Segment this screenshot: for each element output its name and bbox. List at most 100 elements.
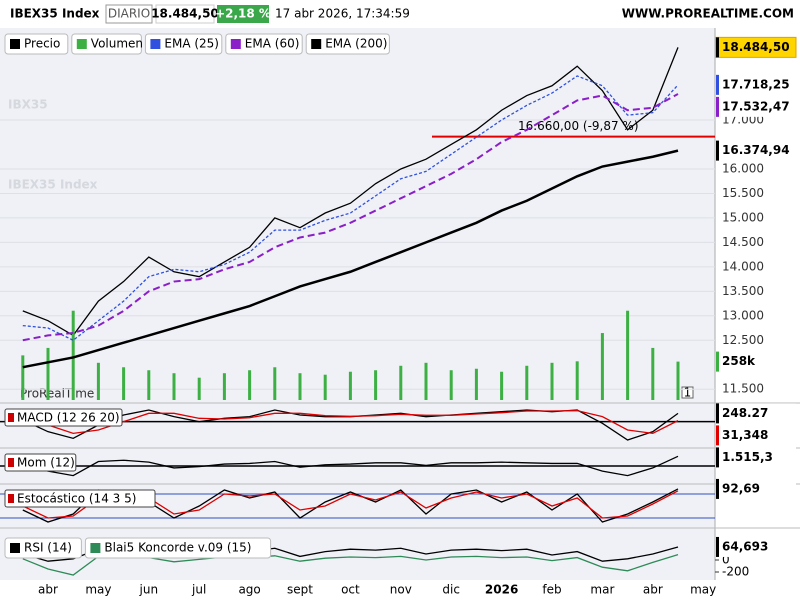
x-tick-label: oct [341, 583, 360, 597]
volume-bar [550, 362, 554, 400]
value-tag [716, 96, 796, 117]
series-line [22, 149, 679, 369]
series-line [22, 455, 679, 477]
volume-bar [273, 367, 277, 400]
watermark: IBX35 [8, 98, 48, 112]
value-tag [716, 403, 796, 424]
volume-bar [474, 368, 478, 400]
volume-bar [525, 365, 529, 400]
legend-box[interactable] [4, 537, 82, 559]
value-tag [716, 74, 796, 95]
value-tag [716, 351, 796, 372]
value-tag-label: 17.718,25 [722, 77, 790, 91]
y-tick-label: 11.500 [722, 382, 764, 396]
volume-bar [248, 370, 252, 400]
x-tick-label: 2026 [485, 583, 518, 597]
y-tick-label: 14.000 [722, 259, 764, 273]
x-tick-label: dic [442, 583, 460, 597]
series-line [22, 75, 679, 342]
value-tag-edge [716, 536, 719, 557]
panel-title: Estocástico (14 3 5) [17, 492, 136, 506]
panel-swatch [8, 413, 14, 422]
brand: ProRealTime [20, 387, 94, 401]
legend-swatch [150, 39, 161, 49]
value-tag-label: 248.27 [722, 406, 768, 420]
value-tag [716, 140, 796, 161]
value-tag-edge [716, 403, 719, 424]
x-tick-label: mar [590, 583, 614, 597]
legend-box[interactable] [4, 33, 69, 55]
panel-swatch [8, 458, 14, 467]
legend-box[interactable] [305, 33, 390, 55]
y-tick-label: 14.500 [722, 235, 764, 249]
value-tag-label: 1.515,3 [722, 450, 773, 464]
legend-label: EMA (200) [325, 37, 387, 51]
x-tick-label: may [690, 583, 716, 597]
legend-swatch [10, 543, 20, 553]
y-tick-label: 16.000 [722, 161, 764, 175]
value-tag-edge [716, 140, 719, 161]
y-tick-label: 15.500 [722, 186, 764, 200]
level-label: 16.660,00 (-9,87 %) [518, 119, 639, 133]
volume-bar [348, 371, 352, 400]
value-tag-label: 92,69 [722, 481, 760, 495]
timeframe: DIARIO [108, 7, 150, 21]
volume-bar [626, 310, 630, 400]
series-line [22, 93, 679, 342]
watermark: IBEX35 Index [8, 178, 98, 192]
legend-label: Volumen [91, 37, 143, 51]
x-tick-label: abr [38, 583, 58, 597]
price: 18.484,50 [151, 7, 219, 21]
panel-title-box [4, 489, 156, 508]
y-tick-label: 12.500 [722, 333, 764, 347]
legend-box[interactable] [225, 33, 303, 55]
panel-title: MACD (12 26 20) [17, 411, 120, 425]
value-tag-label: 64,693 [722, 539, 768, 553]
value-tag-label: 31,348 [722, 428, 768, 442]
panel-button[interactable] [681, 386, 694, 399]
value-tag-label: 258k [722, 354, 756, 368]
volume-bar [222, 373, 226, 400]
price-box [155, 4, 215, 24]
panel-title-box [4, 453, 77, 472]
timeframe-box[interactable] [105, 4, 153, 24]
value-tag-edge [716, 74, 719, 95]
datetime: 17 abr 2026, 17:34:59 [275, 7, 410, 21]
symbol: IBEX35 Index [10, 7, 100, 21]
panel-swatch [8, 494, 14, 503]
legend-swatch [311, 39, 322, 49]
site: WWW.PROREALTIME.COM [622, 7, 794, 21]
value-tag-edge [716, 447, 719, 468]
y-tick-label: 13.500 [722, 284, 764, 298]
x-tick-label: jul [191, 583, 206, 597]
legend-label: EMA (25) [164, 37, 219, 51]
panel-button-label: 1 [684, 386, 692, 400]
x-tick-label: nov [390, 583, 412, 597]
legend-label: Blai5 Koncorde v.09 (15) [104, 541, 251, 555]
panel-title: Mom (12) [17, 456, 75, 470]
legend-swatch [230, 39, 241, 49]
volume-bar [71, 310, 75, 400]
value-tag-edge [716, 478, 719, 499]
legend-box[interactable] [84, 537, 272, 559]
change: +2,18 % [215, 7, 271, 21]
panel-title-box [4, 408, 123, 427]
y2-tick-label: -200 [722, 565, 749, 579]
x-tick-label: sept [287, 583, 313, 597]
value-tag-edge [716, 37, 719, 58]
volume-bar [172, 373, 176, 400]
value-tag [716, 425, 796, 446]
legend-label: EMA (60) [245, 37, 300, 51]
legend-label: RSI (14) [24, 541, 72, 555]
legend-box[interactable] [71, 33, 142, 55]
x-tick-label: feb [542, 583, 561, 597]
x-tick-label: may [85, 583, 111, 597]
volume-bar [122, 367, 126, 400]
volume-bar [500, 371, 504, 400]
legend-swatch [90, 543, 101, 553]
x-tick-label: jun [139, 583, 159, 597]
legend-box[interactable] [144, 33, 223, 55]
value-tag-edge [716, 96, 719, 117]
